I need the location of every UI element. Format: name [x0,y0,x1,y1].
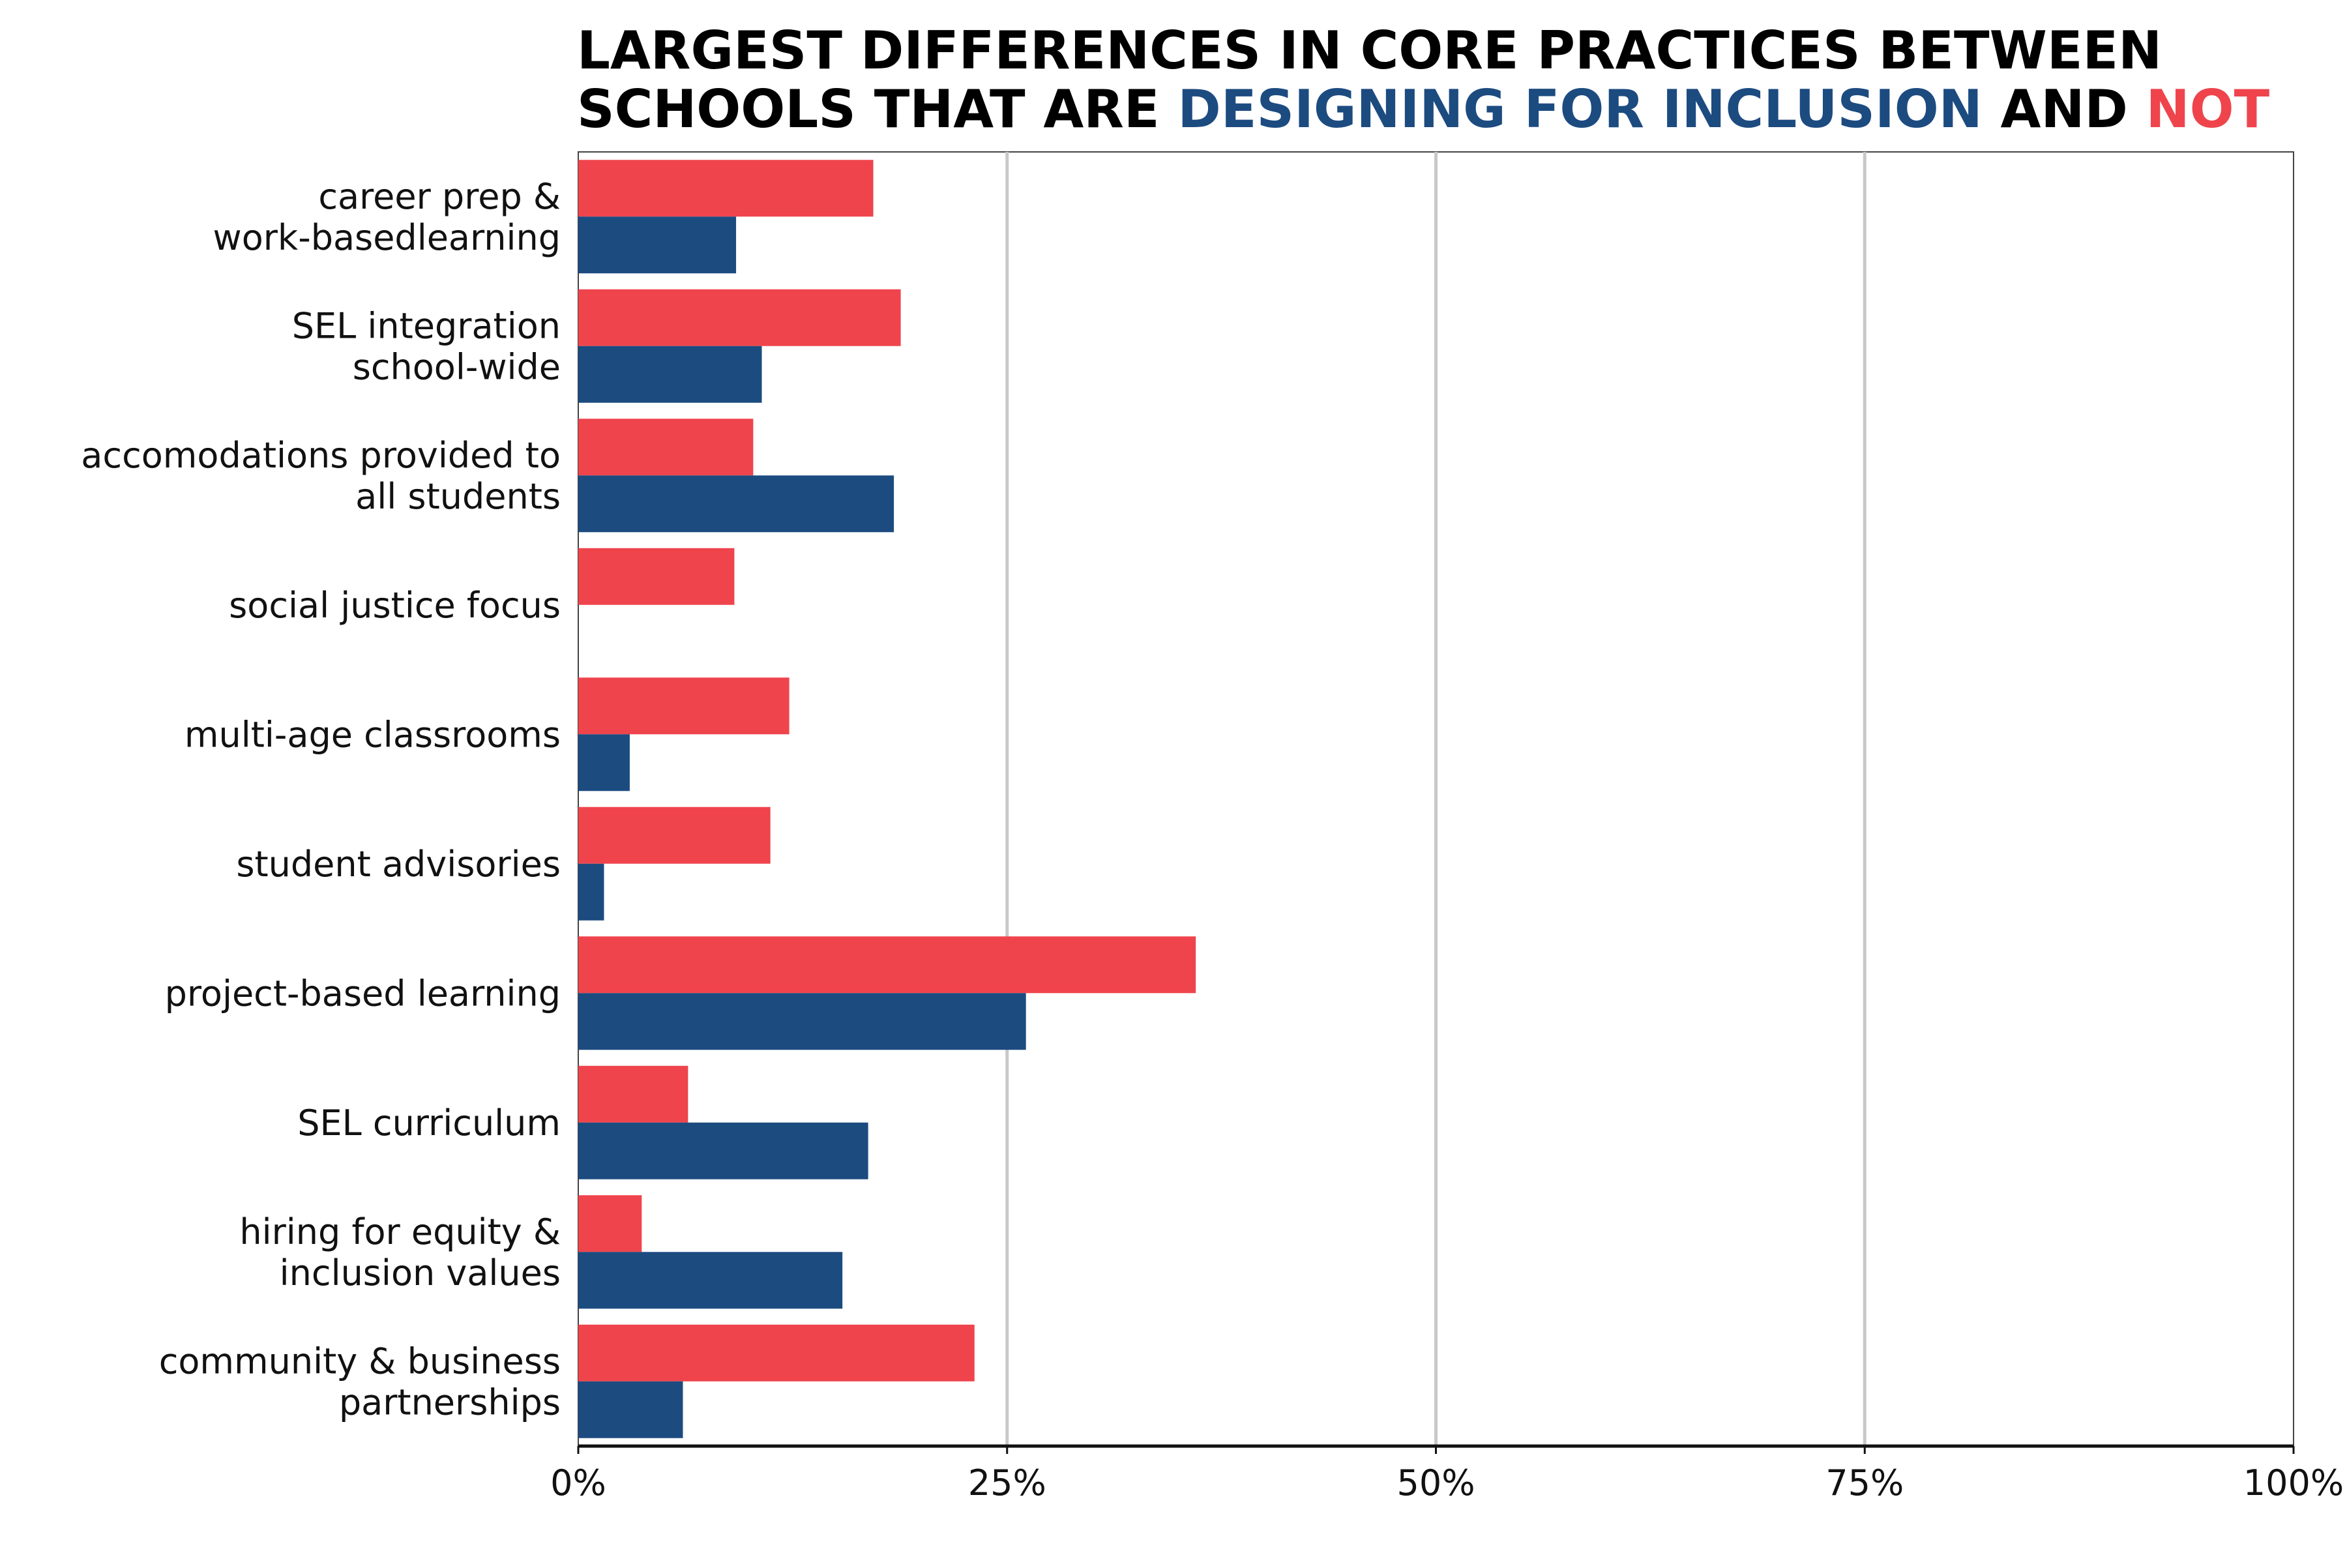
category-label: SEL curriculum [297,1102,561,1144]
bar-not [578,419,754,476]
category-label: career prep & work-basedlearning [213,176,561,258]
category-label: social justice focus [229,585,561,626]
bar-designing-for-inclusion [578,734,630,791]
category-label: hiring for equity & inclusion values [239,1211,561,1294]
x-tick-label: 75% [1825,1462,1904,1503]
x-tick-label: 0% [550,1462,606,1503]
title-highlight-not: NOT [2146,79,2270,140]
bar-not [578,1195,642,1252]
bar-designing-for-inclusion [578,863,604,921]
bar-designing-for-inclusion [578,216,737,274]
bar-not [578,548,735,605]
bar-not [578,936,1196,994]
chart-title-line1: LARGEST DIFFERENCES IN CORE PRACTICES BE… [577,20,2162,81]
x-tick-label: 100% [2243,1462,2344,1503]
bar-designing-for-inclusion [578,1381,683,1438]
x-axis: 0% 25% 50% 75% 100% [550,1444,2344,1503]
x-tick-label: 50% [1396,1462,1475,1503]
chart-title: LARGEST DIFFERENCES IN CORE PRACTICES BE… [577,20,2270,140]
bar-designing-for-inclusion [578,1122,868,1179]
category-label: multi-age classrooms [185,714,561,755]
category-label: SEL integration school-wide [292,305,561,387]
bar-designing-for-inclusion [578,1252,843,1309]
title-middle: AND [1983,79,2146,140]
category-label: student advisories [236,844,561,885]
category-labels: career prep & work-basedlearning SEL integ… [81,176,561,1423]
bar-not [578,806,771,864]
x-tick-label: 25% [968,1462,1046,1503]
bar-designing-for-inclusion [578,346,762,403]
bar-designing-for-inclusion [578,475,894,533]
title-prefix: SCHOOLS THAT ARE [577,79,1177,140]
bar-not [578,1065,688,1123]
bar-not [578,160,874,217]
bar-designing-for-inclusion [578,993,1026,1050]
title-highlight-inclusion: DESIGNING FOR INCLUSION [1177,79,1982,140]
bar-not [578,1324,975,1382]
category-label: community & business partnerships [159,1340,561,1423]
bar-not [578,289,901,346]
category-label: project-based learning [165,973,561,1014]
chart-title-line2: SCHOOLS THAT ARE DESIGNING FOR INCLUSION… [577,79,2270,140]
category-label: accomodations provided to all students [81,435,561,517]
bars [578,160,1196,1438]
bar-not [578,677,790,735]
